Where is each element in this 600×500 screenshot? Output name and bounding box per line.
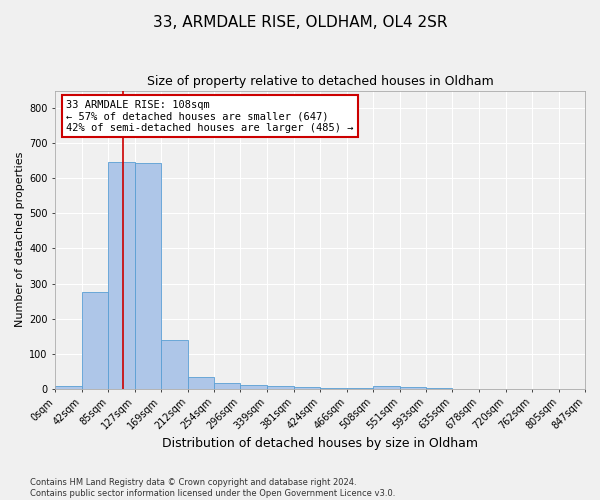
X-axis label: Distribution of detached houses by size in Oldham: Distribution of detached houses by size … xyxy=(162,437,478,450)
Bar xyxy=(161,340,188,389)
Text: Contains HM Land Registry data © Crown copyright and database right 2024.
Contai: Contains HM Land Registry data © Crown c… xyxy=(30,478,395,498)
Bar xyxy=(82,292,109,389)
Text: 33 ARMDALE RISE: 108sqm
← 57% of detached houses are smaller (647)
42% of semi-d: 33 ARMDALE RISE: 108sqm ← 57% of detache… xyxy=(66,100,353,132)
Bar xyxy=(293,387,320,389)
Bar xyxy=(214,382,241,389)
Bar xyxy=(400,387,426,389)
Bar xyxy=(55,386,82,389)
Bar xyxy=(373,386,400,389)
Y-axis label: Number of detached properties: Number of detached properties xyxy=(15,152,25,328)
Text: 33, ARMDALE RISE, OLDHAM, OL4 2SR: 33, ARMDALE RISE, OLDHAM, OL4 2SR xyxy=(153,15,447,30)
Bar xyxy=(241,384,268,389)
Title: Size of property relative to detached houses in Oldham: Size of property relative to detached ho… xyxy=(147,75,494,88)
Bar xyxy=(426,388,452,389)
Bar xyxy=(268,386,293,389)
Bar xyxy=(135,162,161,389)
Bar xyxy=(320,388,347,389)
Bar xyxy=(188,376,214,389)
Bar xyxy=(347,388,373,389)
Bar xyxy=(109,162,135,389)
